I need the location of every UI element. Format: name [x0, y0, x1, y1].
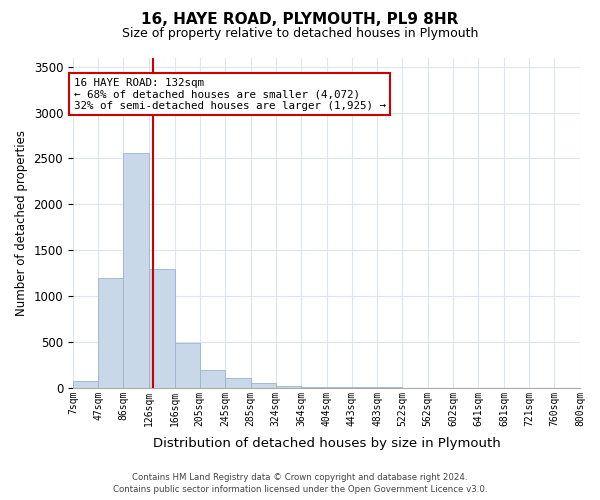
- Bar: [175, 343, 200, 388]
- X-axis label: Distribution of detached houses by size in Plymouth: Distribution of detached houses by size …: [152, 437, 500, 450]
- Bar: [225, 378, 251, 388]
- Bar: [275, 386, 301, 388]
- Bar: [149, 268, 175, 388]
- Text: Contains HM Land Registry data © Crown copyright and database right 2024.
Contai: Contains HM Land Registry data © Crown c…: [113, 472, 487, 494]
- Text: 16, HAYE ROAD, PLYMOUTH, PL9 8HR: 16, HAYE ROAD, PLYMOUTH, PL9 8HR: [142, 12, 458, 28]
- Bar: [124, 153, 149, 388]
- Bar: [73, 382, 98, 388]
- Bar: [251, 383, 275, 388]
- Y-axis label: Number of detached properties: Number of detached properties: [15, 130, 28, 316]
- Bar: [301, 387, 327, 388]
- Bar: [200, 370, 225, 388]
- Text: Size of property relative to detached houses in Plymouth: Size of property relative to detached ho…: [122, 28, 478, 40]
- Text: 16 HAYE ROAD: 132sqm
← 68% of detached houses are smaller (4,072)
32% of semi-de: 16 HAYE ROAD: 132sqm ← 68% of detached h…: [74, 78, 386, 111]
- Bar: [98, 278, 124, 388]
